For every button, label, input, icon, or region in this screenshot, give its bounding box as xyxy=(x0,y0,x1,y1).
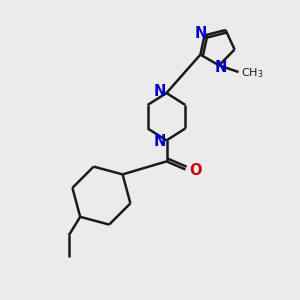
Text: N: N xyxy=(195,26,207,41)
Text: N: N xyxy=(214,60,227,75)
Text: N: N xyxy=(154,84,166,99)
Text: CH$_3$: CH$_3$ xyxy=(241,67,263,80)
Text: O: O xyxy=(189,163,202,178)
Text: N: N xyxy=(154,134,166,149)
